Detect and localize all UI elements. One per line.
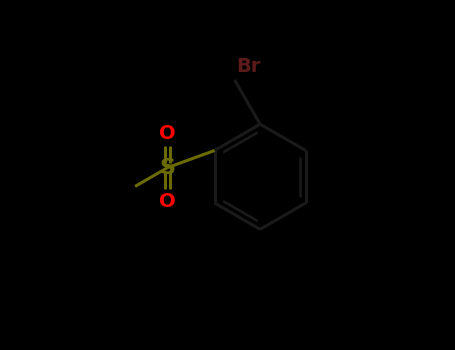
Text: O: O: [159, 124, 176, 143]
Text: O: O: [159, 192, 176, 211]
Text: Br: Br: [236, 57, 260, 76]
Text: S: S: [160, 158, 176, 177]
